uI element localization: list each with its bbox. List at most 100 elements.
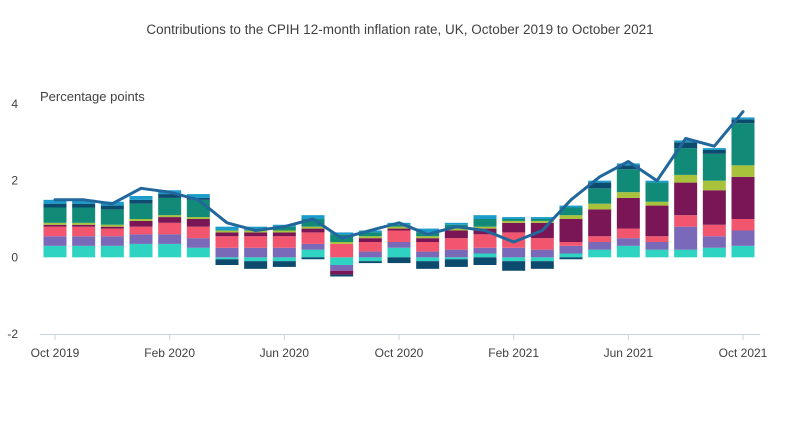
bar-segment: [616, 165, 640, 170]
bar-segment: [100, 209, 124, 225]
bar-segment: [559, 207, 583, 216]
bar-segment: [387, 230, 411, 242]
bar-segment: [559, 253, 583, 258]
bar-segment: [473, 247, 497, 254]
bar-segment: [616, 163, 640, 166]
bar-segment: [702, 153, 726, 181]
bar-segment: [616, 245, 640, 258]
bar-segment: [72, 224, 96, 227]
y-tick-label: 0: [11, 250, 18, 264]
bar-segment: [100, 205, 124, 210]
bar-segment: [645, 182, 669, 202]
bar-segment: [129, 203, 153, 219]
bar-segment: [674, 249, 698, 258]
bar-segment: [530, 249, 554, 258]
bar-segment: [358, 232, 382, 237]
bar-segment: [416, 238, 440, 242]
bar-segment: [502, 219, 526, 221]
bar-segment: [301, 232, 325, 244]
bar-segment: [358, 238, 382, 242]
bar-segment: [588, 180, 612, 183]
bar-segment: [129, 199, 153, 204]
bar-segment: [702, 148, 726, 150]
bar-segment: [559, 242, 583, 246]
bar-segment: [702, 247, 726, 258]
bar-segment: [215, 232, 239, 237]
bar-segment: [731, 117, 755, 120]
bar-segment: [129, 219, 153, 221]
bar-segment: [588, 188, 612, 204]
bar-segment: [72, 222, 96, 225]
bar-segment: [645, 249, 669, 258]
bar-segment: [129, 220, 153, 227]
bar-segment: [358, 251, 382, 258]
bar-segment: [674, 148, 698, 175]
bar-segment: [444, 249, 468, 258]
bar-segment: [330, 270, 354, 275]
bar-segment: [158, 217, 182, 223]
bar-segment: [588, 236, 612, 242]
bar-segment: [43, 222, 67, 225]
bar-segment: [301, 219, 325, 227]
chart-title: Contributions to the CPIH 12-month infla…: [146, 22, 653, 37]
bar-segment: [559, 257, 583, 260]
bar-segment: [559, 245, 583, 254]
bar-segment: [559, 219, 583, 242]
bar-segment: [158, 234, 182, 244]
bar-segment: [158, 243, 182, 258]
bar-segment: [72, 236, 96, 246]
bar-segment: [72, 203, 96, 208]
bar-segment: [186, 199, 210, 218]
bar-segment: [43, 236, 67, 246]
bar-stacks: [43, 117, 755, 277]
bar-segment: [444, 257, 468, 260]
bar-segment: [186, 247, 210, 258]
x-tick-label: Feb 2020: [144, 346, 195, 360]
bar-segment: [616, 238, 640, 246]
bar-segment: [530, 238, 554, 250]
bar-segment: [244, 257, 268, 262]
bar-segment: [129, 234, 153, 244]
bar-segment: [158, 215, 182, 218]
bar-segment: [387, 228, 411, 231]
bar-segment: [186, 194, 210, 198]
bar-segment: [100, 224, 124, 227]
bar-segment: [215, 236, 239, 248]
bar-segment: [731, 123, 755, 166]
bar-segment: [473, 226, 497, 229]
bar-segment: [301, 243, 325, 250]
bar-segment: [416, 261, 440, 269]
bar-segment: [301, 257, 325, 260]
bar-segment: [301, 226, 325, 229]
bar-segment: [43, 207, 67, 223]
bar-segment: [674, 182, 698, 216]
bar-segment: [272, 236, 296, 248]
bar-segment: [702, 236, 726, 248]
x-tick-label: Oct 2019: [31, 346, 80, 360]
bar-segment: [301, 228, 325, 233]
bar-segment: [215, 259, 239, 265]
bar-segment: [186, 219, 210, 227]
bar-segment: [731, 176, 755, 219]
bar-segment: [72, 207, 96, 223]
bar-segment: [72, 226, 96, 237]
bar-segment: [473, 219, 497, 227]
x-tick-label: Jun 2020: [260, 346, 310, 360]
bar-segment: [358, 236, 382, 239]
bar-segment: [272, 230, 296, 233]
bar-segment: [473, 257, 497, 265]
bar-segment: [502, 217, 526, 219]
bar-segment: [502, 232, 526, 248]
bar-segment: [244, 247, 268, 258]
bar-segment: [674, 142, 698, 149]
bar-segment: [272, 247, 296, 258]
bar-segment: [588, 182, 612, 189]
bar-segment: [588, 242, 612, 250]
bar-segment: [530, 220, 554, 223]
bar-segment: [100, 236, 124, 246]
bar-segment: [502, 247, 526, 258]
bar-segment: [330, 265, 354, 271]
bar-segment: [416, 242, 440, 252]
bar-segment: [731, 119, 755, 124]
bar-segment: [616, 192, 640, 198]
